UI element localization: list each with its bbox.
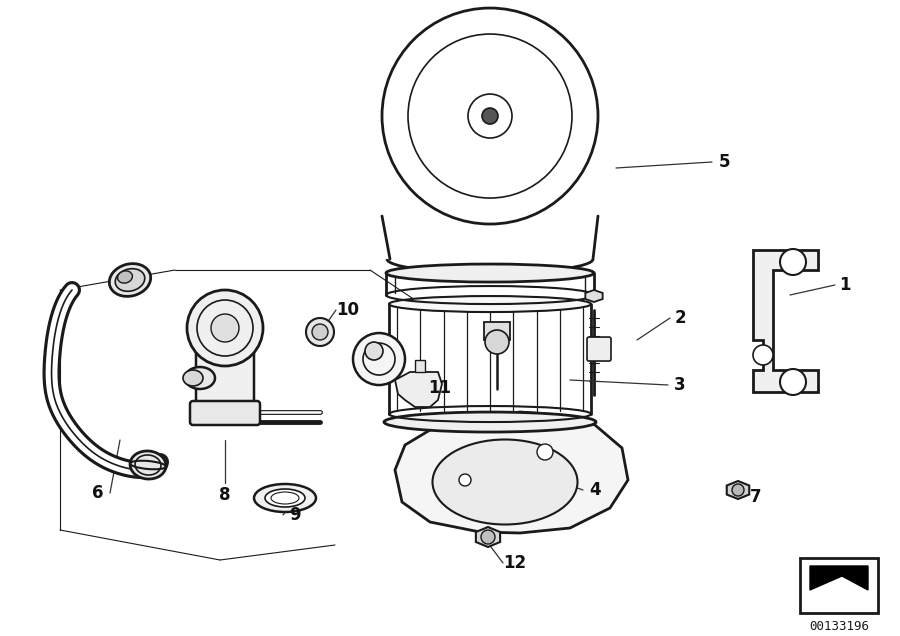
Circle shape — [365, 342, 383, 360]
Text: 2: 2 — [674, 309, 686, 327]
Polygon shape — [395, 412, 628, 533]
Text: 3: 3 — [674, 376, 686, 394]
Text: 5: 5 — [718, 153, 730, 171]
Circle shape — [306, 318, 334, 346]
Circle shape — [482, 108, 498, 124]
Polygon shape — [415, 360, 425, 372]
Text: 10: 10 — [337, 301, 359, 319]
Polygon shape — [726, 481, 750, 499]
Circle shape — [780, 249, 806, 275]
Polygon shape — [753, 250, 818, 392]
Circle shape — [187, 290, 263, 366]
Circle shape — [732, 484, 744, 496]
Ellipse shape — [118, 271, 132, 283]
Ellipse shape — [265, 489, 305, 507]
Circle shape — [485, 330, 509, 354]
Ellipse shape — [386, 264, 594, 282]
Polygon shape — [585, 290, 603, 302]
Polygon shape — [810, 566, 868, 590]
FancyBboxPatch shape — [206, 325, 244, 361]
FancyBboxPatch shape — [190, 401, 260, 425]
Circle shape — [459, 474, 471, 486]
Polygon shape — [800, 558, 878, 613]
Circle shape — [382, 8, 598, 224]
Circle shape — [211, 314, 239, 342]
Text: 9: 9 — [289, 506, 301, 524]
Circle shape — [753, 345, 773, 365]
Text: 00133196: 00133196 — [809, 621, 869, 633]
Circle shape — [312, 324, 328, 340]
Text: 8: 8 — [220, 486, 230, 504]
Text: 7: 7 — [751, 488, 761, 506]
FancyBboxPatch shape — [196, 348, 254, 408]
Ellipse shape — [130, 451, 166, 479]
FancyBboxPatch shape — [587, 337, 611, 361]
Ellipse shape — [115, 268, 145, 291]
Polygon shape — [476, 527, 500, 547]
Circle shape — [780, 369, 806, 395]
Ellipse shape — [384, 412, 596, 432]
Circle shape — [481, 530, 495, 544]
Polygon shape — [395, 372, 442, 407]
Circle shape — [537, 444, 553, 460]
Ellipse shape — [254, 484, 316, 512]
Ellipse shape — [389, 296, 591, 312]
Text: 12: 12 — [503, 554, 526, 572]
Text: 1: 1 — [839, 276, 850, 294]
Ellipse shape — [185, 367, 215, 389]
FancyBboxPatch shape — [484, 322, 510, 340]
Circle shape — [353, 333, 405, 385]
Ellipse shape — [109, 263, 150, 296]
Text: 6: 6 — [92, 484, 104, 502]
Text: 4: 4 — [590, 481, 601, 499]
Text: 11: 11 — [428, 379, 452, 397]
Ellipse shape — [433, 439, 578, 525]
Ellipse shape — [183, 370, 203, 386]
